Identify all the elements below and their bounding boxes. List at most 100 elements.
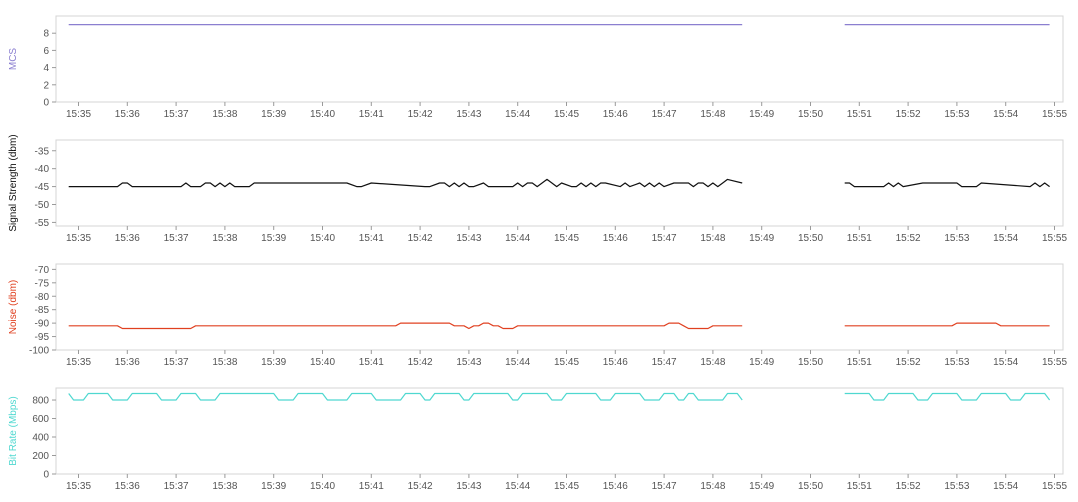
x-tick-label: 15:35 — [66, 109, 91, 120]
y-axis-title: MCS — [8, 48, 19, 71]
x-tick-label: 15:46 — [603, 109, 628, 120]
y-axis-title: Signal Strength (dbm) — [8, 134, 19, 231]
x-tick-label: 15:47 — [652, 109, 677, 120]
x-tick-label: 15:40 — [310, 233, 335, 244]
x-tick-label: 15:41 — [359, 481, 384, 492]
x-tick-label: 15:50 — [798, 481, 823, 492]
y-tick-label: -70 — [35, 265, 50, 276]
x-tick-label: 15:49 — [749, 357, 774, 368]
y-tick-label: 8 — [43, 29, 49, 40]
y-tick-label: -40 — [35, 164, 50, 175]
y-axis-title: Bit Rate (Mbps) — [8, 396, 19, 465]
series-line-segment-2 — [844, 182, 1050, 188]
y-axis-title: Noise (dbm) — [8, 280, 19, 334]
x-tick-label: 15:39 — [261, 357, 286, 368]
series-line-segment-2 — [844, 322, 1050, 327]
x-tick-label: 15:40 — [310, 109, 335, 120]
x-tick-label: 15:47 — [652, 233, 677, 244]
x-tick-label: 15:48 — [700, 357, 725, 368]
x-tick-label: 15:43 — [456, 357, 481, 368]
y-tick-label: -100 — [29, 346, 49, 357]
x-tick-label: 15:45 — [554, 357, 579, 368]
y-tick-label: 6 — [43, 46, 49, 57]
x-tick-label: 15:54 — [993, 233, 1018, 244]
y-tick-label: -80 — [35, 292, 50, 303]
x-tick-label: 15:51 — [847, 357, 872, 368]
x-tick-label: 15:47 — [652, 481, 677, 492]
x-tick-label: 15:36 — [115, 357, 140, 368]
x-tick-label: 15:44 — [505, 109, 530, 120]
x-tick-label: 15:35 — [66, 481, 91, 492]
y-tick-label: -75 — [35, 278, 50, 289]
x-tick-label: 15:49 — [749, 233, 774, 244]
x-tick-label: 15:43 — [456, 233, 481, 244]
x-tick-label: 15:51 — [847, 109, 872, 120]
x-tick-label: 15:54 — [993, 357, 1018, 368]
x-tick-label: 15:45 — [554, 481, 579, 492]
x-tick-label: 15:52 — [896, 109, 921, 120]
x-tick-label: 15:52 — [896, 233, 921, 244]
y-tick-label: -50 — [35, 200, 50, 211]
x-tick-label: 15:49 — [749, 481, 774, 492]
x-tick-label: 15:45 — [554, 109, 579, 120]
series-line-segment-2 — [844, 392, 1051, 401]
series-line-segment-1 — [68, 322, 743, 330]
x-tick-label: 15:40 — [310, 481, 335, 492]
y-tick-label: -95 — [35, 332, 50, 343]
plot-frame — [55, 263, 1064, 351]
x-tick-label: 15:37 — [164, 481, 189, 492]
y-tick-label: 800 — [32, 396, 49, 407]
x-tick-label: 15:52 — [896, 481, 921, 492]
x-tick-label: 15:44 — [505, 481, 530, 492]
x-tick-label: 15:51 — [847, 233, 872, 244]
x-tick-label: 15:42 — [408, 109, 433, 120]
y-tick-label: 200 — [32, 451, 49, 462]
y-tick-label: 2 — [43, 80, 49, 91]
x-tick-label: 15:46 — [603, 481, 628, 492]
x-tick-label: 15:42 — [408, 481, 433, 492]
x-tick-label: 15:37 — [164, 109, 189, 120]
x-tick-label: 15:53 — [944, 109, 969, 120]
plot-frame — [55, 387, 1064, 475]
x-tick-label: 15:50 — [798, 109, 823, 120]
x-tick-label: 15:44 — [505, 357, 530, 368]
y-tick-label: -85 — [35, 305, 50, 316]
x-tick-label: 15:50 — [798, 357, 823, 368]
x-tick-label: 15:55 — [1042, 481, 1067, 492]
x-tick-label: 15:36 — [115, 109, 140, 120]
x-tick-label: 15:40 — [310, 357, 335, 368]
y-tick-label: 0 — [43, 470, 49, 481]
y-tick-label: -55 — [35, 218, 50, 229]
x-tick-label: 15:35 — [66, 233, 91, 244]
x-tick-label: 15:43 — [456, 109, 481, 120]
x-tick-label: 15:38 — [212, 233, 237, 244]
x-tick-label: 15:48 — [700, 109, 725, 120]
x-tick-label: 15:36 — [115, 233, 140, 244]
y-tick-label: 0 — [43, 98, 49, 109]
x-tick-label: 15:55 — [1042, 233, 1067, 244]
y-tick-label: -90 — [35, 319, 50, 330]
chart-panel-3: -100 -95 -90 -85 -80 -75 -70 15:35 15:36 15:37 15:… — [8, 263, 1067, 368]
x-tick-label: 15:52 — [896, 357, 921, 368]
x-tick-label: 15:46 — [603, 233, 628, 244]
x-tick-label: 15:36 — [115, 481, 140, 492]
x-tick-label: 15:35 — [66, 357, 91, 368]
x-tick-label: 15:53 — [944, 357, 969, 368]
x-tick-label: 15:46 — [603, 357, 628, 368]
x-tick-label: 15:42 — [408, 357, 433, 368]
x-tick-label: 15:53 — [944, 481, 969, 492]
x-tick-label: 15:44 — [505, 233, 530, 244]
x-tick-label: 15:41 — [359, 109, 384, 120]
x-tick-label: 15:41 — [359, 357, 384, 368]
x-tick-label: 15:42 — [408, 233, 433, 244]
x-tick-label: 15:48 — [700, 233, 725, 244]
series-line-segment-1 — [68, 392, 743, 401]
x-tick-label: 15:48 — [700, 481, 725, 492]
x-tick-label: 15:39 — [261, 481, 286, 492]
y-tick-label: 600 — [32, 414, 49, 425]
x-tick-label: 15:37 — [164, 233, 189, 244]
x-tick-label: 15:55 — [1042, 357, 1067, 368]
x-tick-label: 15:50 — [798, 233, 823, 244]
x-tick-label: 15:38 — [212, 481, 237, 492]
